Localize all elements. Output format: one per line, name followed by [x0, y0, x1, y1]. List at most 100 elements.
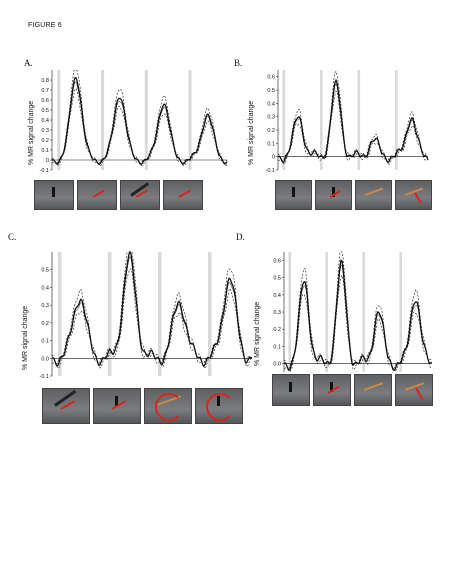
- y-tick-label: 0.2: [41, 138, 49, 144]
- stimulus-thumbnail-ring-figure: [195, 388, 243, 424]
- y-tick-label: 0.4: [273, 293, 281, 299]
- y-tick-label: 0.5: [273, 276, 281, 282]
- stimulus-thumbnail-tool-motion: [42, 388, 90, 424]
- panel-label: C.: [8, 232, 17, 242]
- stimulus-thumbnail-tool-motion: [120, 180, 160, 210]
- stim-block: [101, 70, 105, 170]
- stimulus-thumbnails: [42, 388, 243, 424]
- stimulus-thumbnail-figure-arrows: [93, 388, 141, 424]
- stimulus-thumbnails: [272, 374, 433, 406]
- y-tick: 0.1: [41, 148, 52, 154]
- lower-error-trace: [277, 90, 429, 165]
- stim-block: [362, 252, 366, 372]
- subject-trace: [277, 83, 429, 163]
- y-tick: 0.2: [267, 128, 278, 134]
- y-tick: 0.2: [41, 321, 52, 327]
- y-tick: 0.2: [273, 327, 284, 333]
- stimulus-thumbnail-tool-diag: [355, 180, 392, 210]
- stimulus-thumbnails: [34, 180, 203, 210]
- tool-icon: [364, 187, 384, 196]
- stimulus-thumbnail-tool-arrow: [395, 180, 432, 210]
- y-tick-label: 0.3: [267, 115, 275, 121]
- y-tick-label: 0.2: [41, 321, 49, 327]
- y-tick: 0.5: [41, 268, 52, 274]
- y-tick-label: 0.2: [273, 327, 281, 333]
- stim-block: [395, 70, 398, 170]
- y-tick-label: 0.4: [267, 101, 275, 107]
- motion-arrow-icon: [92, 189, 106, 199]
- y-tick-label: 0.5: [41, 268, 49, 274]
- y-tick-label: 0.5: [41, 108, 49, 114]
- y-tick: 0.1: [41, 339, 52, 345]
- y-tick-label: 0.6: [267, 75, 275, 81]
- y-tick: 0.6: [267, 75, 278, 81]
- y-tick: 0.2: [41, 138, 52, 144]
- stim-block: [282, 70, 286, 170]
- stim-block: [208, 252, 212, 376]
- stimulus-thumbnail-tool-diag: [354, 374, 392, 406]
- stimulus-thumbnail-still-figure: [272, 374, 310, 406]
- y-tick-label: 0.2: [267, 128, 275, 134]
- subject-trace: [51, 81, 228, 165]
- y-tick: 0.1: [267, 141, 278, 147]
- motion-arrow-icon: [414, 387, 423, 400]
- human-figure-icon: [289, 381, 293, 392]
- y-tick: 0.5: [273, 276, 284, 282]
- stim-block: [188, 70, 192, 170]
- y-tick-label: 0.1: [273, 344, 281, 350]
- y-axis-label: % MR signal change: [254, 301, 261, 366]
- stim-block: [325, 252, 329, 372]
- y-tick-label: 0.1: [267, 141, 275, 147]
- y-axis-label: % MR signal change: [28, 100, 35, 165]
- y-tick: 0.6: [273, 259, 284, 265]
- stim-block: [158, 252, 162, 376]
- human-figure-icon: [330, 381, 334, 392]
- y-tick-label: -0.1: [40, 374, 49, 380]
- y-tick: 0: [46, 158, 52, 164]
- y-tick-label: 0.0: [41, 356, 49, 362]
- lower-error-trace: [51, 268, 253, 369]
- upper-error-trace: [277, 70, 429, 162]
- stimulus-thumbnail-still-arm: [77, 180, 117, 210]
- y-tick-label: -0.1: [266, 168, 275, 174]
- y-tick-label: 0.8: [41, 78, 49, 84]
- stim-block: [357, 70, 361, 170]
- y-tick: -0.1: [40, 168, 52, 174]
- y-axis-label: % MR signal change: [22, 305, 29, 370]
- stim-block: [288, 252, 292, 372]
- y-tick-label: 0.1: [41, 339, 49, 345]
- y-tick: 0.4: [267, 101, 278, 107]
- y-tick: 0.5: [41, 108, 52, 114]
- upper-error-trace: [51, 251, 253, 365]
- y-tick: 0.0: [273, 361, 284, 367]
- subject-trace: [51, 256, 253, 367]
- motion-arrow-icon: [414, 192, 423, 205]
- human-figure-icon: [114, 396, 118, 407]
- tool-icon: [363, 381, 383, 390]
- y-axis-label: % MR signal change: [248, 100, 255, 165]
- stim-block: [144, 70, 148, 170]
- stim-block: [108, 252, 112, 376]
- chart-svg: -0.1 0.0 0.1 0.2 0.3 0.4 0.5: [40, 250, 253, 380]
- chart-svg: -0.1 0 0.1 0.2 0.3 0.4 0.5 0.6: [266, 70, 429, 174]
- stimulus-thumbnail-ring-tool: [144, 388, 192, 424]
- stimulus-thumbnails: [275, 180, 432, 210]
- y-tick-label: 0.6: [273, 259, 281, 265]
- stim-block: [320, 70, 323, 170]
- stimulus-thumbnail-figure-arrows: [313, 374, 351, 406]
- figure-title: FIGURE 6: [28, 22, 62, 29]
- rotation-arrow-icon: [206, 393, 234, 421]
- y-tick: 0.4: [273, 293, 284, 299]
- y-tick-label: 0.7: [41, 88, 49, 94]
- y-tick-label: 0.5: [267, 88, 275, 94]
- motion-arrow-icon: [178, 189, 192, 199]
- y-tick: 0.3: [267, 115, 278, 121]
- stim-block: [57, 70, 61, 170]
- human-figure-icon: [291, 187, 295, 198]
- stimulus-thumbnail-tool-arrow: [395, 374, 433, 406]
- y-tick: -0.1: [40, 374, 52, 380]
- y-tick: 0.3: [273, 310, 284, 316]
- y-tick: 0.3: [41, 303, 52, 309]
- panel-label: B.: [234, 58, 243, 68]
- y-tick-label: -0.1: [40, 168, 49, 174]
